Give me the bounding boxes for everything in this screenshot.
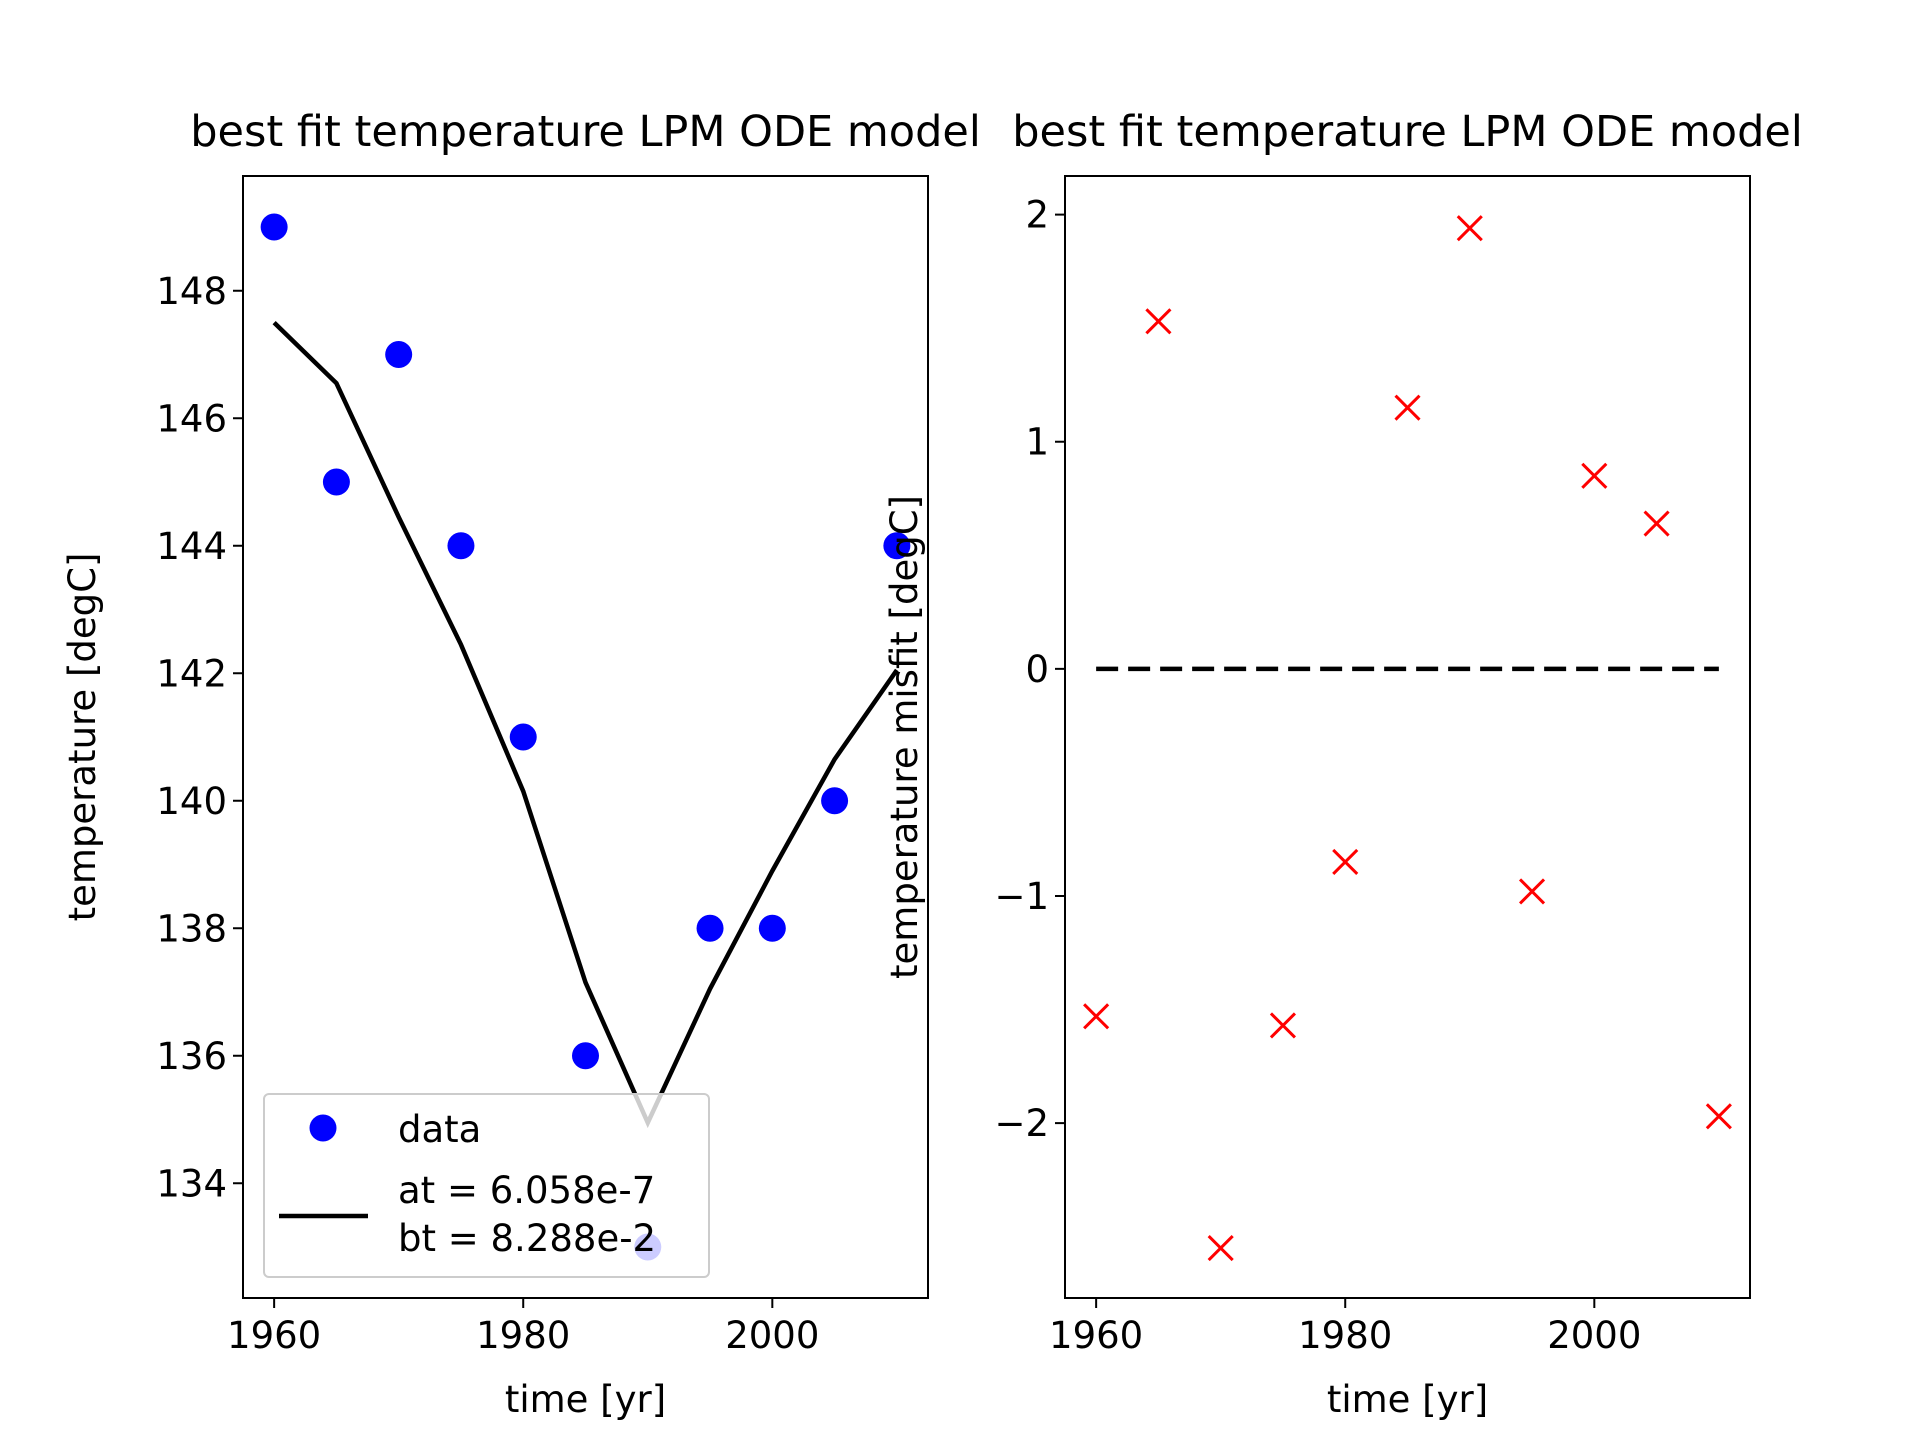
right-chart-title: best fit temperature LPM ODE model [1012,107,1803,157]
misfit-point [1145,308,1172,335]
data-point [509,723,537,751]
legend-fit-label-bt: bt = 8.288e-2 [398,1217,656,1260]
y-tick-label: 2 [1025,194,1049,237]
y-tick-label: 134 [156,1162,227,1205]
left-x-axis-label: time [yr] [505,1378,666,1421]
x-tick-label: 1980 [476,1314,570,1357]
y-tick-label: 138 [156,907,227,950]
x-tick-label: 1960 [1049,1314,1143,1357]
left-panel: 1960 1980 2000 134 136 138 140 142 144 146 148 bes… [61,107,981,1421]
right-panel: 1960 1980 2000 −2 −1 0 1 2 best fit temperature… [883,107,1803,1421]
misfit-point [1518,878,1546,905]
y-tick-label: −1 [994,875,1049,918]
misfit-point [1581,462,1608,489]
data-point [322,468,350,496]
y-tick-label: 0 [1025,648,1049,691]
y-tick-label: 142 [156,652,227,695]
right-plot-layer [1083,215,1732,1262]
x-tick-label: 2000 [1547,1314,1641,1357]
legend-data-label: data [398,1108,481,1151]
data-point [821,787,849,815]
y-tick-label: 1 [1025,421,1049,464]
misfit-point [1269,1012,1297,1039]
legend-data-marker [309,1114,337,1142]
misfit-point [1332,848,1359,875]
misfit-point [1207,1234,1234,1262]
data-point [572,1042,599,1070]
data-point [447,532,475,560]
misfit-point [1643,510,1670,537]
y-tick-label: 146 [156,397,227,440]
right-x-axis-label: time [yr] [1327,1378,1488,1421]
misfit-point [1394,394,1421,421]
data-point [385,341,413,368]
data-point [758,914,786,942]
x-tick-label: 1980 [1298,1314,1392,1357]
legend-box [263,1093,710,1278]
right-y-axis-label: temperature misfit [degC] [883,495,926,979]
left-axes-frame [242,175,929,1299]
data-point [883,532,911,560]
right-ticks: 1960 1980 2000 −2 −1 0 1 2 [994,194,1641,1357]
left-ticks: 1960 1980 2000 134 136 138 140 142 144 146 148 [156,270,819,1357]
data-point [260,213,288,241]
misfit-point [1083,1003,1110,1030]
data-point [696,914,724,942]
x-tick-label: 2000 [725,1314,819,1357]
y-tick-label: 144 [156,525,227,568]
y-tick-label: −2 [994,1102,1049,1145]
y-tick-label: 136 [156,1035,227,1078]
model-fit-line [272,321,899,1129]
misfit-point [1456,215,1483,242]
left-chart-title: best fit temperature LPM ODE model [190,107,981,157]
x-tick-label: 1960 [227,1314,321,1357]
left-legend: data at = 6.058e-7 bt = 8.288e-2 [263,1093,710,1278]
legend-fit-label-at: at = 6.058e-7 [398,1169,655,1212]
left-y-axis-label: temperature [degC] [61,553,104,922]
y-tick-label: 148 [156,270,227,313]
y-tick-label: 140 [156,780,227,823]
misfit-point [1705,1103,1732,1130]
right-axes-frame [1064,175,1751,1299]
